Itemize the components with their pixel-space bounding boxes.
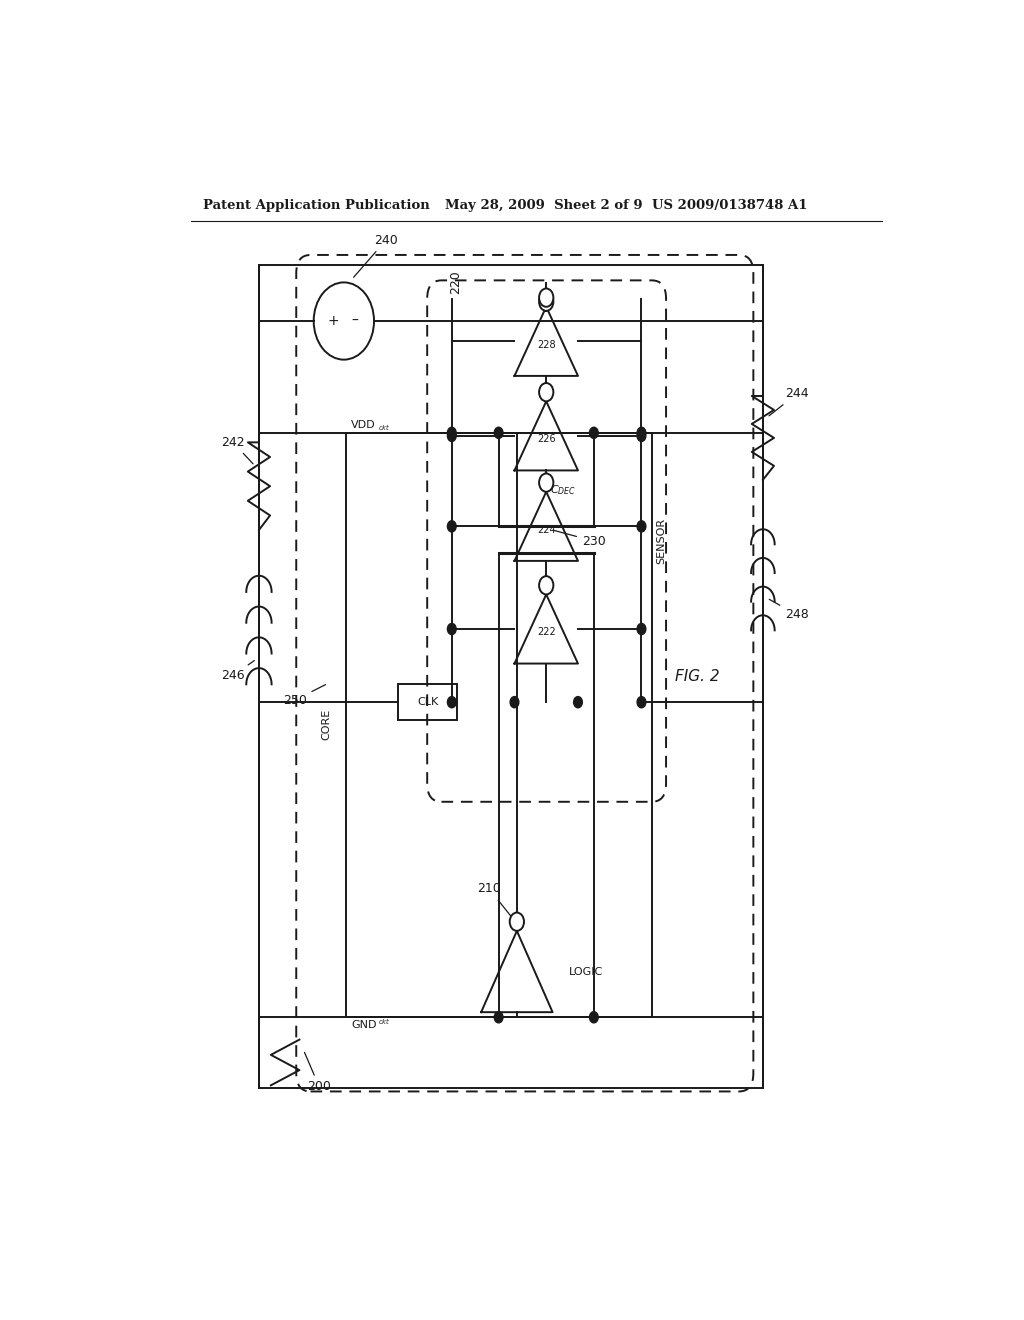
Text: 210: 210 <box>477 882 511 916</box>
Text: 230: 230 <box>553 531 605 548</box>
Text: GND: GND <box>351 1020 377 1031</box>
Circle shape <box>447 521 456 532</box>
Circle shape <box>539 293 553 312</box>
Text: VDD: VDD <box>351 420 376 430</box>
Text: May 28, 2009  Sheet 2 of 9: May 28, 2009 Sheet 2 of 9 <box>445 199 643 213</box>
Text: 240: 240 <box>353 234 397 277</box>
Text: $_{ckt}$: $_{ckt}$ <box>378 422 390 433</box>
Text: 248: 248 <box>769 599 809 622</box>
Text: –: – <box>351 314 357 329</box>
Circle shape <box>447 428 456 438</box>
Circle shape <box>495 1011 503 1023</box>
Text: 244: 244 <box>769 387 809 416</box>
Circle shape <box>495 428 503 438</box>
Circle shape <box>313 282 374 359</box>
Circle shape <box>539 576 553 594</box>
Text: 250: 250 <box>283 685 326 706</box>
Text: 222: 222 <box>537 627 556 638</box>
Circle shape <box>447 697 456 708</box>
Text: SENSOR: SENSOR <box>656 517 667 564</box>
Circle shape <box>590 428 598 438</box>
Text: CORE: CORE <box>322 709 332 739</box>
Text: $_{ckt}$: $_{ckt}$ <box>378 1018 390 1027</box>
Text: 226: 226 <box>537 434 556 445</box>
Text: US 2009/0138748 A1: US 2009/0138748 A1 <box>652 199 807 213</box>
Text: CLK: CLK <box>417 697 438 708</box>
Text: $C_{DEC}$: $C_{DEC}$ <box>550 483 577 496</box>
Circle shape <box>573 697 583 708</box>
Circle shape <box>637 428 646 438</box>
Circle shape <box>637 430 646 441</box>
Circle shape <box>510 697 519 708</box>
Circle shape <box>510 912 524 931</box>
Text: 200: 200 <box>304 1052 331 1093</box>
Text: FIG. 2: FIG. 2 <box>676 669 720 684</box>
Text: +: + <box>328 314 339 329</box>
Circle shape <box>637 697 646 708</box>
Circle shape <box>637 623 646 635</box>
Circle shape <box>447 623 456 635</box>
Text: Patent Application Publication: Patent Application Publication <box>204 199 430 213</box>
Circle shape <box>590 1011 598 1023</box>
Text: 220: 220 <box>450 269 463 293</box>
Text: LOGIC: LOGIC <box>568 966 603 977</box>
Circle shape <box>447 430 456 441</box>
Circle shape <box>539 474 553 492</box>
Circle shape <box>539 383 553 401</box>
Text: 228: 228 <box>537 339 556 350</box>
Text: 224: 224 <box>537 525 556 535</box>
Text: 242: 242 <box>221 436 253 463</box>
Circle shape <box>637 521 646 532</box>
Text: 246: 246 <box>221 660 254 682</box>
Bar <box>397 684 458 721</box>
Circle shape <box>539 289 553 306</box>
